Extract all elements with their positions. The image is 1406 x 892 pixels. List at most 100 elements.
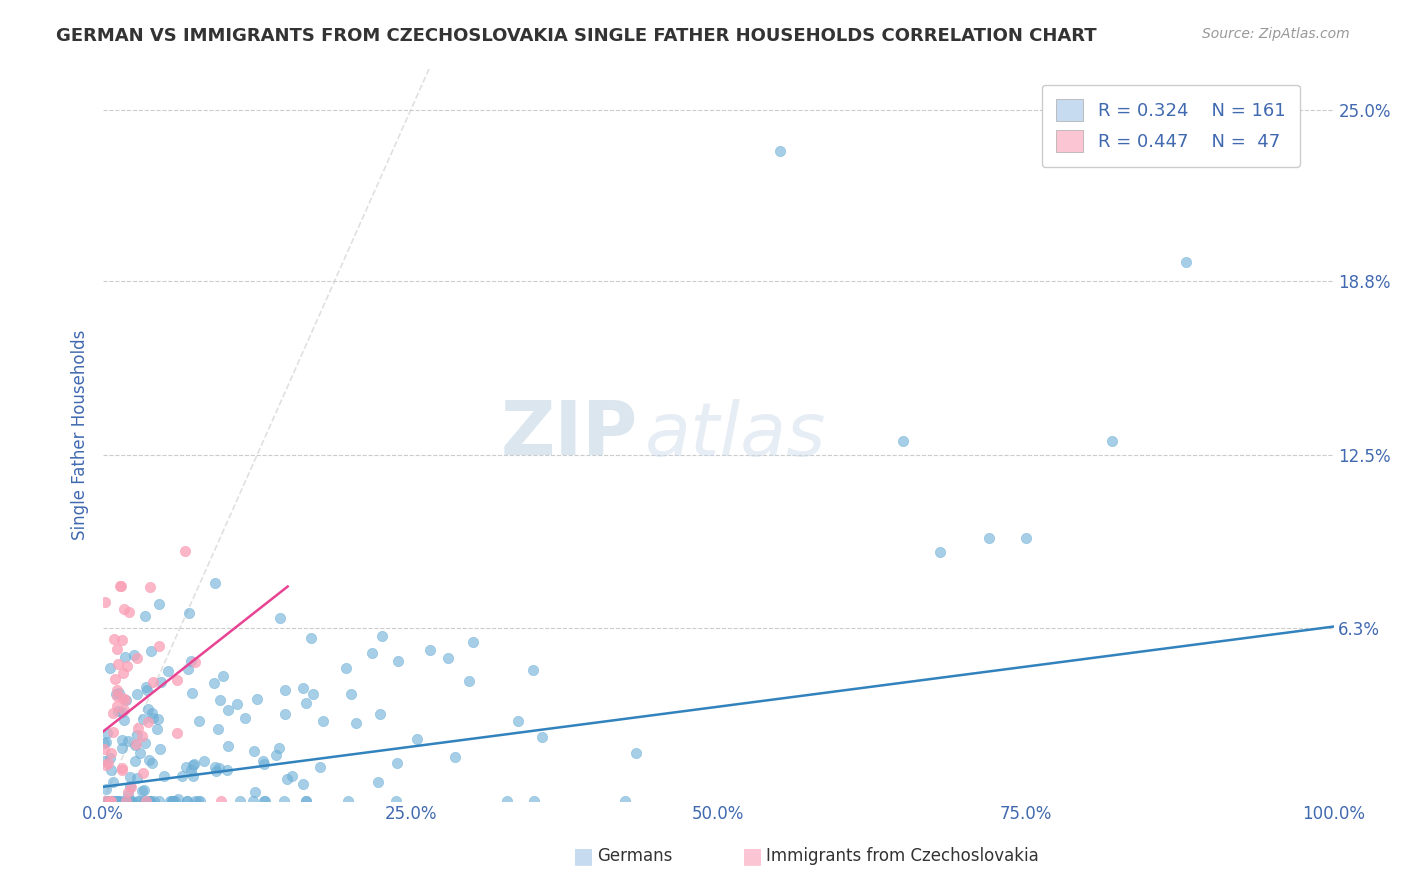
Point bbox=[1101, 434, 1123, 449]
Point bbox=[136, 714, 159, 729]
Point bbox=[110, 741, 132, 756]
Point bbox=[117, 785, 139, 799]
Point bbox=[163, 794, 186, 808]
Point bbox=[114, 703, 136, 717]
Point bbox=[252, 754, 274, 768]
Point bbox=[614, 794, 637, 808]
Point bbox=[112, 714, 135, 728]
Point bbox=[1015, 531, 1038, 545]
Point bbox=[977, 531, 1000, 545]
Point bbox=[118, 605, 141, 619]
Point bbox=[138, 794, 160, 808]
Point bbox=[136, 682, 159, 697]
Point bbox=[107, 686, 129, 700]
Point bbox=[142, 794, 165, 808]
Point bbox=[115, 658, 138, 673]
Point bbox=[112, 602, 135, 616]
Point bbox=[336, 794, 359, 808]
Point bbox=[128, 794, 150, 808]
Point bbox=[159, 794, 181, 808]
Point bbox=[190, 794, 212, 808]
Point bbox=[437, 651, 460, 665]
Point bbox=[295, 794, 318, 808]
Text: ZIP: ZIP bbox=[501, 398, 638, 471]
Point bbox=[254, 794, 277, 808]
Point bbox=[167, 792, 190, 806]
Point bbox=[107, 794, 129, 808]
Point bbox=[117, 794, 139, 808]
Point bbox=[125, 771, 148, 785]
Point bbox=[135, 680, 157, 694]
Point bbox=[127, 651, 149, 665]
Point bbox=[181, 769, 204, 783]
Point bbox=[170, 769, 193, 783]
Point bbox=[204, 760, 226, 774]
Point bbox=[385, 756, 408, 770]
Point bbox=[188, 714, 211, 728]
Point bbox=[131, 784, 153, 798]
Text: Immigrants from Czechoslovakia: Immigrants from Czechoslovakia bbox=[766, 847, 1039, 865]
Point bbox=[94, 734, 117, 748]
Point bbox=[94, 595, 117, 609]
Point bbox=[122, 648, 145, 663]
Point bbox=[100, 763, 122, 777]
Point bbox=[108, 794, 131, 808]
Point bbox=[120, 770, 142, 784]
Point bbox=[136, 794, 159, 808]
Point bbox=[174, 760, 197, 774]
Point bbox=[111, 705, 134, 719]
Point bbox=[127, 721, 149, 735]
Point bbox=[160, 794, 183, 808]
Point bbox=[107, 657, 129, 672]
Point bbox=[531, 730, 554, 744]
Point bbox=[134, 609, 156, 624]
Text: ■: ■ bbox=[742, 847, 762, 866]
Point bbox=[891, 434, 914, 449]
Point bbox=[177, 662, 200, 676]
Point bbox=[367, 774, 389, 789]
Point bbox=[142, 711, 165, 725]
Point bbox=[148, 794, 170, 808]
Point bbox=[135, 794, 157, 808]
Point bbox=[292, 681, 315, 696]
Point bbox=[506, 714, 529, 728]
Point bbox=[370, 629, 392, 643]
Point bbox=[243, 744, 266, 758]
Point bbox=[136, 701, 159, 715]
Point bbox=[121, 794, 143, 808]
Point bbox=[97, 794, 120, 808]
Point bbox=[108, 579, 131, 593]
Point bbox=[215, 763, 238, 777]
Point bbox=[281, 769, 304, 783]
Point bbox=[180, 763, 202, 777]
Point bbox=[105, 699, 128, 714]
Point bbox=[253, 794, 276, 808]
Point bbox=[166, 726, 188, 740]
Point bbox=[157, 664, 180, 678]
Point bbox=[187, 794, 209, 808]
Point bbox=[117, 788, 139, 802]
Point bbox=[96, 756, 118, 771]
Point bbox=[928, 545, 950, 559]
Point bbox=[114, 649, 136, 664]
Point bbox=[97, 794, 120, 808]
Point bbox=[299, 631, 322, 645]
Point bbox=[125, 728, 148, 742]
Point bbox=[309, 760, 332, 774]
Point bbox=[101, 775, 124, 789]
Point bbox=[148, 742, 170, 756]
Point bbox=[176, 794, 198, 808]
Point bbox=[207, 722, 229, 736]
Point bbox=[98, 751, 121, 765]
Point bbox=[148, 597, 170, 611]
Point bbox=[152, 769, 174, 783]
Point bbox=[131, 765, 153, 780]
Point bbox=[125, 737, 148, 751]
Point bbox=[312, 714, 335, 728]
Point bbox=[458, 673, 481, 688]
Point bbox=[112, 691, 135, 706]
Point bbox=[141, 644, 163, 658]
Point bbox=[104, 672, 127, 686]
Point bbox=[94, 794, 117, 808]
Point bbox=[522, 663, 544, 677]
